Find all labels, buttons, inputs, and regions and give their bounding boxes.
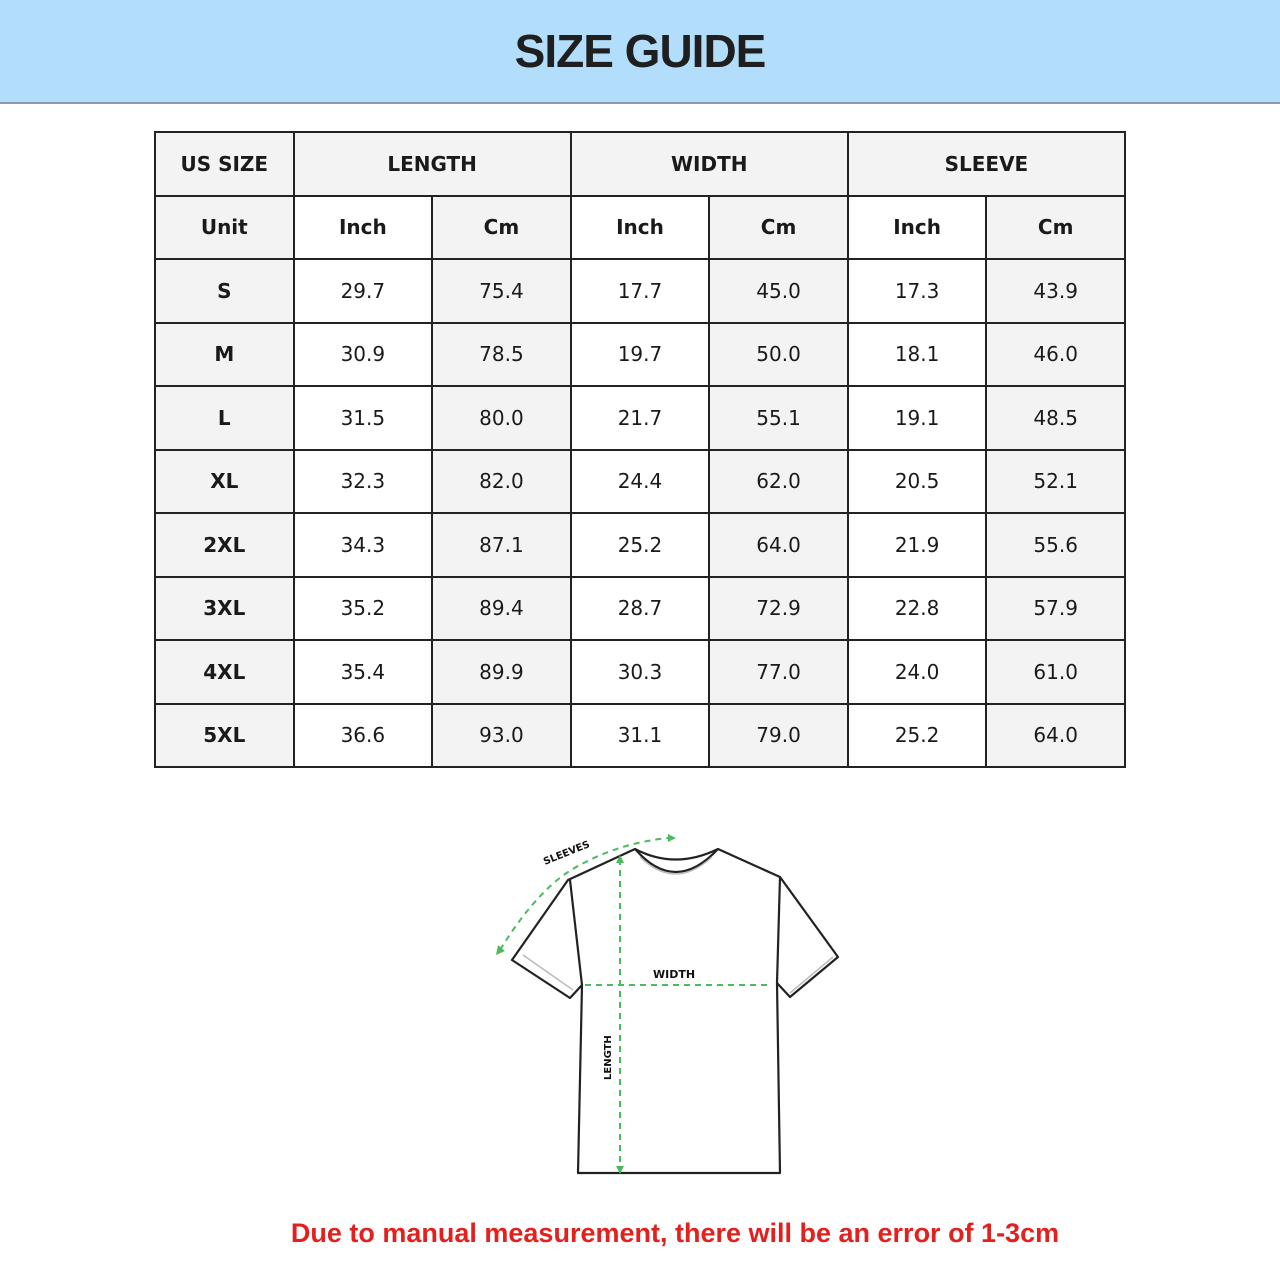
measurement-cell: 50.0 [708,321,849,387]
measurement-cell: 87.1 [431,512,572,578]
measurement-error-note: Due to manual measurement, there will be… [290,1218,1060,1248]
measurement-cell: 30.3 [569,639,711,705]
unit-header-cell: Unit [154,194,295,260]
measurement-cell: 82.0 [431,448,572,514]
size-cell: 4XL [154,639,295,705]
measurement-cell: 35.4 [292,639,434,705]
group-header-length: LENGTH [292,131,572,197]
table-row: L 31.5 80.0 21.7 55.1 19.1 48.5 [154,385,1126,451]
measurement-cell: 75.4 [431,258,572,324]
measurement-cell: 31.1 [569,702,711,768]
measurement-cell: 25.2 [569,512,711,578]
measurement-cell: 17.7 [569,258,711,324]
measurement-cell: 24.0 [846,639,988,705]
group-header-width: WIDTH [569,131,849,197]
tshirt-diagram: SLEEVES WIDTH LENGTH [496,834,840,1175]
measurement-cell: 46.0 [985,321,1126,387]
table-row: 5XL 36.6 93.0 31.1 79.0 25.2 64.0 [154,702,1126,768]
group-header-sleeve: SLEEVE [846,131,1127,197]
table-row: 3XL 35.2 89.4 28.7 72.9 22.8 57.9 [154,575,1126,641]
measurement-cell: 72.9 [708,575,849,641]
size-cell: S [154,258,295,324]
tshirt-outline [510,847,840,1175]
measurement-cell: 43.9 [985,258,1126,324]
size-cell: 3XL [154,575,295,641]
table-row: S 29.7 75.4 17.7 45.0 17.3 43.9 [154,258,1126,324]
measurement-cell: 79.0 [708,702,849,768]
size-cell: 5XL [154,702,295,768]
measurement-cell: 32.3 [292,448,434,514]
measurement-cell: 45.0 [708,258,849,324]
unit-header-cell: Cm [985,194,1126,260]
measurement-cell: 24.4 [569,448,711,514]
table-row: M 30.9 78.5 19.7 50.0 18.1 46.0 [154,321,1126,387]
measurement-cell: 80.0 [431,385,572,451]
measurement-cell: 17.3 [846,258,988,324]
measurement-cell: 36.6 [292,702,434,768]
measurement-cell: 29.7 [292,258,434,324]
unit-row: Unit Inch Cm Inch Cm Inch Cm [154,194,1126,260]
measurement-cell: 28.7 [569,575,711,641]
size-cell: XL [154,448,295,514]
table-row: XL 32.3 82.0 24.4 62.0 20.5 52.1 [154,448,1126,514]
measurement-cell: 93.0 [431,702,572,768]
measurement-cell: 21.9 [846,512,988,578]
group-header-row: US SIZE LENGTH WIDTH SLEEVE [154,131,1127,197]
measurement-cell: 55.6 [985,512,1126,578]
measurement-cell: 20.5 [846,448,988,514]
measurement-cell: 48.5 [985,385,1126,451]
header-banner: SIZE GUIDE [0,0,1280,104]
width-label: WIDTH [653,968,695,981]
measurement-cell: 18.1 [846,321,988,387]
measurement-cell: 77.0 [708,639,849,705]
measurement-cell: 61.0 [985,639,1126,705]
unit-header-cell: Inch [569,194,711,260]
measurement-cell: 78.5 [431,321,572,387]
unit-header-cell: Inch [292,194,434,260]
measurement-cell: 19.1 [846,385,988,451]
measurement-cell: 31.5 [292,385,434,451]
page-title: SIZE GUIDE [514,25,767,77]
measurement-cell: 19.7 [569,321,711,387]
size-cell: L [154,385,295,451]
size-table: US SIZE LENGTH WIDTH SLEEVE Unit Inch Cm Inch Cm… [154,131,1127,768]
measurement-cell: 22.8 [846,575,988,641]
unit-header-cell: Cm [708,194,849,260]
group-header-us-size: US SIZE [154,131,295,197]
measurement-cell: 25.2 [846,702,988,768]
measurement-cell: 35.2 [292,575,434,641]
measurement-cell: 64.0 [708,512,849,578]
measurement-cell: 89.9 [431,639,572,705]
size-cell: M [154,321,295,387]
size-cell: 2XL [154,512,295,578]
measurement-cell: 64.0 [985,702,1126,768]
unit-header-cell: Inch [846,194,988,260]
measurement-cell: 52.1 [985,448,1126,514]
measurement-cell: 21.7 [569,385,711,451]
measurement-cell: 34.3 [292,512,434,578]
table-row: 2XL 34.3 87.1 25.2 64.0 21.9 55.6 [154,512,1126,578]
measurement-cell: 62.0 [708,448,849,514]
length-label: LENGTH [603,1035,614,1080]
measurement-cell: 89.4 [431,575,572,641]
unit-header-cell: Cm [431,194,572,260]
measurement-arrows [499,837,768,1170]
measurement-cell: 57.9 [985,575,1126,641]
table-row: 4XL 35.4 89.9 30.3 77.0 24.0 61.0 [154,639,1126,705]
measurement-cell: 55.1 [708,385,849,451]
measurement-cell: 30.9 [292,321,434,387]
